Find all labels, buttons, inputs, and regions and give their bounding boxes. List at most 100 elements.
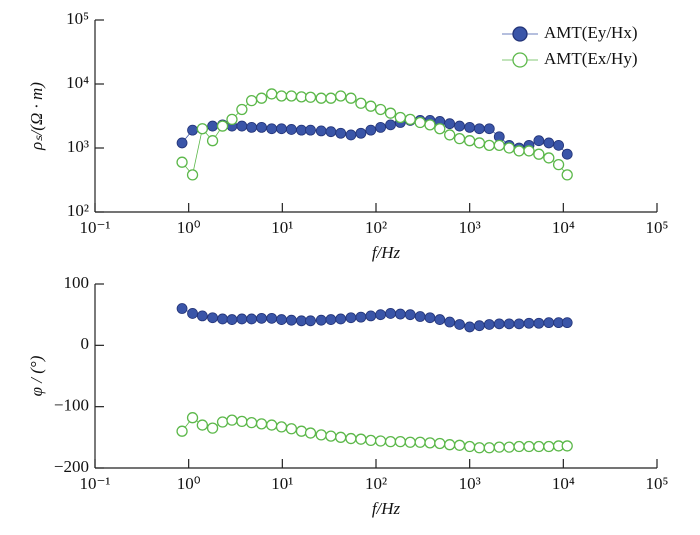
y-tick-label: −200 <box>54 457 89 476</box>
point <box>394 435 407 448</box>
point <box>255 92 268 104</box>
point <box>444 316 456 328</box>
point <box>296 315 307 327</box>
point <box>543 317 555 329</box>
point <box>394 111 407 124</box>
point <box>374 435 387 447</box>
point <box>217 313 228 325</box>
point <box>226 314 238 325</box>
point <box>374 103 387 116</box>
point <box>552 158 565 171</box>
y-tick-label: 0 <box>81 334 90 353</box>
point <box>275 90 288 102</box>
point <box>483 442 495 454</box>
point <box>335 313 347 325</box>
point <box>315 92 327 104</box>
point <box>345 129 357 141</box>
point <box>315 314 327 326</box>
x-tick-label: 10² <box>365 218 387 237</box>
point <box>207 120 218 132</box>
point <box>543 152 555 164</box>
point <box>187 124 198 136</box>
point <box>473 442 486 454</box>
point <box>286 124 297 135</box>
x-tick-label: 10⁴ <box>552 474 575 493</box>
x-tick-label: 10³ <box>459 474 481 493</box>
point <box>295 425 308 437</box>
point <box>444 439 456 451</box>
point <box>453 439 466 451</box>
point <box>533 135 545 147</box>
point <box>473 123 485 135</box>
point <box>246 121 258 133</box>
point <box>533 148 545 160</box>
point <box>315 429 327 441</box>
point <box>434 314 446 325</box>
point <box>503 142 515 154</box>
point <box>444 118 456 130</box>
point <box>196 310 208 322</box>
y-tick-label: 10³ <box>67 137 89 156</box>
point <box>513 145 525 157</box>
point <box>533 440 545 453</box>
point <box>414 116 426 129</box>
point <box>304 427 317 439</box>
point <box>543 440 555 453</box>
point <box>385 119 396 131</box>
point <box>434 437 446 450</box>
point <box>533 317 545 329</box>
point <box>305 315 316 327</box>
y-tick-label: −100 <box>54 396 89 415</box>
point <box>355 97 367 109</box>
point <box>561 440 573 452</box>
point <box>464 135 476 147</box>
point <box>424 437 436 449</box>
point <box>561 317 573 329</box>
point <box>365 124 377 136</box>
point <box>236 415 248 428</box>
point <box>513 440 525 453</box>
point <box>493 441 505 453</box>
point <box>176 137 188 149</box>
point <box>404 436 416 448</box>
point <box>345 92 357 104</box>
point <box>325 430 337 442</box>
point <box>523 317 535 329</box>
x-tick-label: 10⁰ <box>177 474 201 493</box>
point <box>345 312 357 324</box>
point <box>245 416 258 429</box>
point <box>561 169 573 181</box>
point <box>206 422 219 434</box>
point <box>305 124 316 136</box>
point <box>414 311 426 322</box>
point <box>187 308 198 319</box>
x-tick-label: 10² <box>365 474 387 493</box>
point <box>503 441 515 453</box>
point <box>266 419 278 431</box>
point <box>325 92 337 104</box>
point <box>276 314 287 325</box>
point <box>226 414 238 426</box>
point <box>355 127 367 139</box>
y-tick-label: 100 <box>64 273 90 292</box>
point <box>196 419 209 431</box>
x-tick-label: 10³ <box>459 218 481 237</box>
point <box>176 156 188 168</box>
point <box>404 309 416 321</box>
point <box>276 123 287 135</box>
point <box>384 107 397 119</box>
x-tick-label: 10⁰ <box>177 218 201 237</box>
legend-marker <box>512 52 528 68</box>
x-tick-label: 10⁻¹ <box>79 218 110 237</box>
point <box>355 311 367 323</box>
point <box>424 119 436 131</box>
point <box>385 308 396 319</box>
point <box>473 320 485 332</box>
point <box>513 318 525 330</box>
point <box>236 103 248 116</box>
point <box>325 126 337 138</box>
point <box>523 145 535 157</box>
point <box>444 129 456 141</box>
point <box>493 139 505 152</box>
point <box>236 120 248 132</box>
